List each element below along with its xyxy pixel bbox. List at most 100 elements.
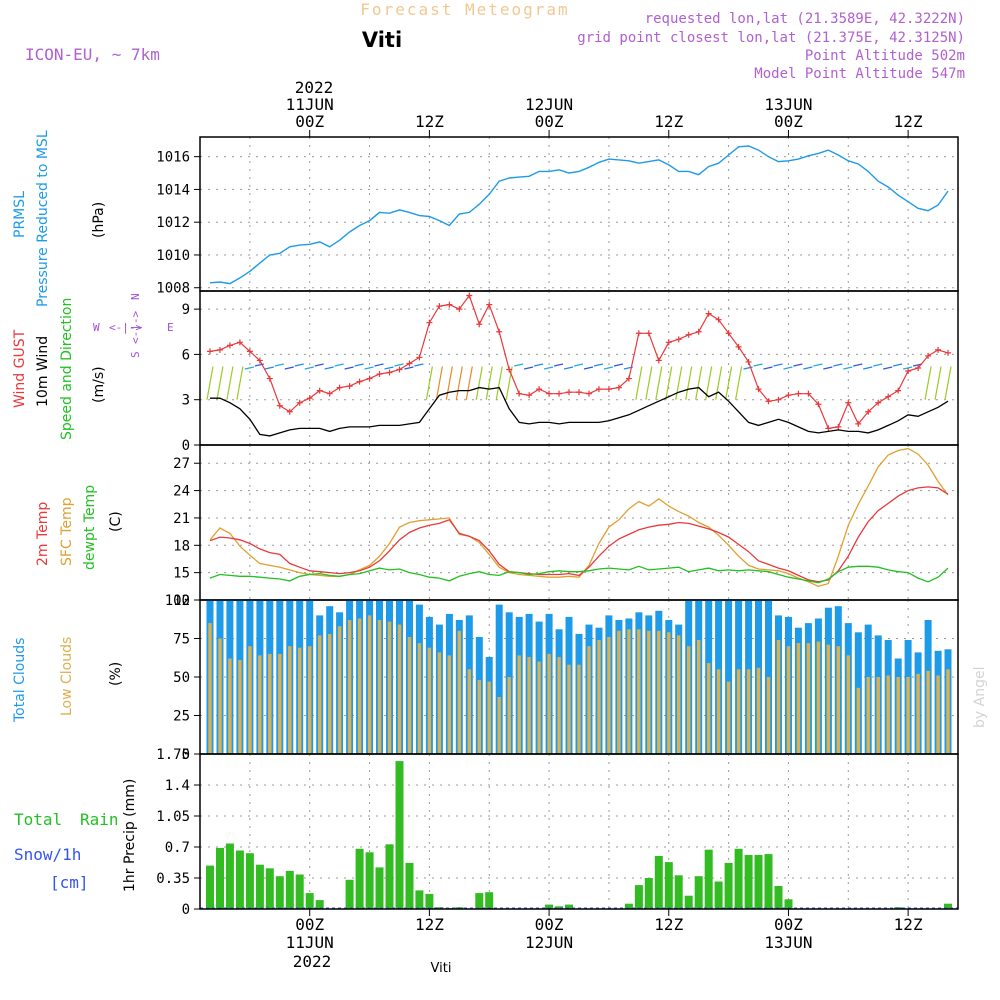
wind-gust-marker xyxy=(366,375,373,382)
total-clouds-bar xyxy=(725,600,733,754)
wind-gust-marker xyxy=(755,386,762,393)
wind-gust-marker xyxy=(905,368,912,375)
low-clouds-bar xyxy=(766,677,771,754)
wind-gust-marker xyxy=(765,398,772,405)
low-clouds-bar xyxy=(617,630,621,754)
low-clouds-bar xyxy=(597,640,601,754)
low-clouds-bar xyxy=(377,620,382,754)
wind-gust-marker xyxy=(695,328,702,335)
precip-bar xyxy=(345,879,354,909)
wind-gust-marker xyxy=(735,343,742,350)
precip-bar xyxy=(684,895,693,909)
low-clouds-bar xyxy=(387,621,392,754)
y-tick-label: 1008 xyxy=(156,281,190,297)
precip-bar xyxy=(385,844,394,909)
low-clouds-bar xyxy=(477,680,481,754)
wind-direction-arrow xyxy=(773,363,783,367)
low-clouds-bar xyxy=(318,635,322,754)
wind-gust-marker xyxy=(306,395,313,402)
low-clouds-bar xyxy=(328,633,332,754)
compass-e: E xyxy=(167,321,174,334)
low-clouds-bar xyxy=(946,669,950,754)
precip-axis-label: 1hr Precip (mm) xyxy=(122,779,138,892)
top-hour-label: 00Z xyxy=(774,112,803,131)
low-clouds-bar xyxy=(736,669,741,754)
low-clouds-bar xyxy=(497,697,501,754)
wind-direction-arrow xyxy=(613,363,624,367)
wind-direction-arrow xyxy=(883,366,893,370)
y-tick-label: 24 xyxy=(173,484,190,500)
wind-direction-arrow xyxy=(563,366,574,370)
precip-bar xyxy=(255,864,264,909)
wind-direction-arrow xyxy=(823,366,833,370)
low-clouds-bar xyxy=(248,646,252,754)
wind-direction-arrow xyxy=(244,366,254,370)
top-date-label: 11JUN xyxy=(286,95,334,114)
low-clouds-bar xyxy=(697,640,701,754)
low-clouds-bar xyxy=(667,632,671,754)
wind-gust-marker xyxy=(496,328,503,335)
wind-gust-marker xyxy=(316,387,323,394)
wind-gust-marker xyxy=(246,348,253,355)
wind-direction-arrow xyxy=(783,366,793,370)
low-clouds-bar xyxy=(407,637,412,754)
low-clouds-bar xyxy=(308,646,312,754)
low-clouds-bar xyxy=(447,655,451,754)
y-tick-label: 0.35 xyxy=(156,871,190,887)
compass-n: N xyxy=(129,293,142,300)
wind-gust-marker xyxy=(775,396,782,403)
wind-gust-marker xyxy=(466,292,473,299)
bottom-date-label: 12JUN xyxy=(525,933,573,952)
wind-direction-arrow xyxy=(236,366,244,400)
wind-gust-marker xyxy=(655,357,662,364)
low-clouds-bar xyxy=(218,638,222,754)
wind-direction-arrow xyxy=(833,363,843,367)
low-clouds-bar xyxy=(208,623,212,754)
top-hour-label: 12Z xyxy=(415,112,444,131)
low-clouds-bar xyxy=(886,675,890,754)
bottom-hour-label: 00Z xyxy=(295,915,324,934)
compass-ns: <-|-> xyxy=(129,311,142,344)
bottom-year-label: 2022 xyxy=(293,952,332,971)
low-clouds-bar xyxy=(856,687,860,754)
wind-direction-arrow xyxy=(725,366,733,400)
compass-w: W xyxy=(93,321,100,334)
wind-direction-arrow xyxy=(635,366,643,400)
wind-gust-marker xyxy=(216,346,223,353)
wind-direction-arrow xyxy=(655,366,663,400)
wind-gust-marker xyxy=(605,386,612,393)
low-clouds-bar xyxy=(258,655,262,754)
wind-gust-marker xyxy=(665,339,672,346)
precip-bar xyxy=(295,874,304,909)
y-tick-label: 75 xyxy=(173,632,190,648)
precip-bar xyxy=(714,881,723,909)
precip-bar xyxy=(245,853,254,909)
y-tick-label: 1010 xyxy=(156,248,190,264)
low-clouds-bar xyxy=(657,630,661,754)
low-clouds-bar xyxy=(437,652,442,754)
dewpt-temp-line xyxy=(209,565,949,584)
precip-bar xyxy=(764,854,773,909)
wind-gust-marker xyxy=(356,378,363,385)
low-clouds-bar xyxy=(537,661,541,754)
wind-direction-arrow xyxy=(675,366,683,400)
precip-bar xyxy=(754,855,763,909)
precip-bar xyxy=(216,847,224,909)
wind-direction-arrow xyxy=(903,366,913,370)
y-tick-label: 25 xyxy=(173,709,190,725)
wind-direction-arrow xyxy=(893,363,903,367)
wind-direction-arrow xyxy=(334,363,344,367)
wind-gust-marker xyxy=(416,354,423,361)
low-clouds-bar xyxy=(228,658,232,754)
top-date-label: 12JUN xyxy=(525,95,573,114)
low-clouds-bar xyxy=(637,629,641,754)
low-clouds-bar xyxy=(238,660,242,754)
y-tick-label: 6 xyxy=(182,347,190,363)
wind-gust-marker xyxy=(795,390,802,397)
precip-bar xyxy=(744,855,753,909)
wind-gust-marker xyxy=(885,393,892,400)
wind-direction-arrow xyxy=(324,366,334,370)
wind-direction-arrow xyxy=(734,366,743,400)
